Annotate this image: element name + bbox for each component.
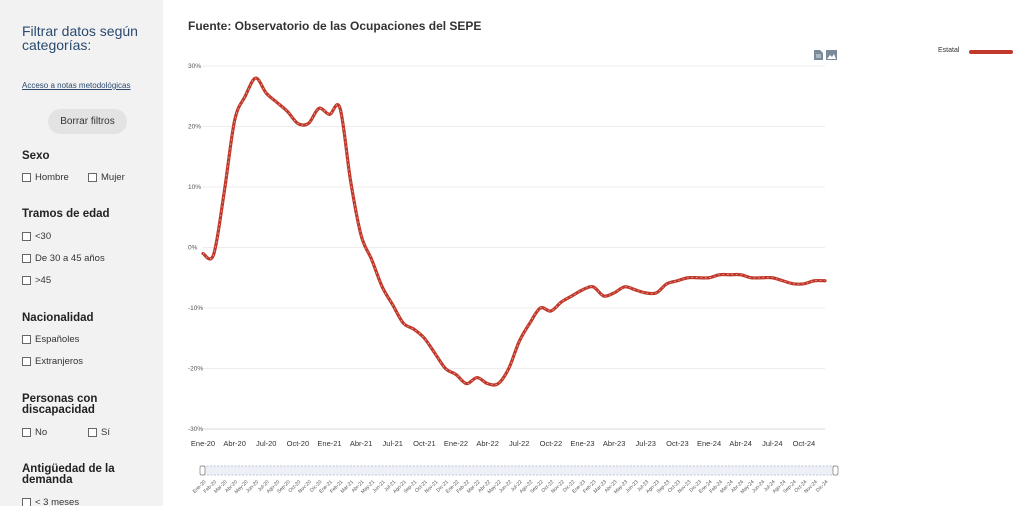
checkbox-mayor-45[interactable]: >45 (22, 275, 51, 286)
x-tick-label: Jul-20 (256, 439, 276, 448)
checkbox-icon[interactable] (22, 254, 31, 263)
checkbox-icon[interactable] (22, 498, 31, 506)
filter-heading-nacionalidad: Nacionalidad (22, 312, 94, 324)
sidebar-title: Filtrar datos según categorías: (22, 23, 138, 53)
checkbox-icon[interactable] (22, 276, 31, 285)
range-handle-left[interactable] (199, 465, 206, 476)
x-tick-label: Oct-23 (666, 439, 689, 448)
checkbox-discapacidad-si[interactable]: Sí (88, 427, 110, 438)
x-tick-label: Abr-22 (476, 439, 499, 448)
image-icon[interactable] (826, 50, 837, 60)
range-handle-right[interactable] (832, 465, 839, 476)
y-tick-label: 0% (188, 245, 198, 252)
x-tick-label: Abr-23 (603, 439, 626, 448)
x-tick-label: Jul-22 (509, 439, 529, 448)
x-tick-label: Oct-24 (793, 439, 816, 448)
checkbox-icon[interactable] (22, 428, 31, 437)
checkbox-icon[interactable] (22, 335, 31, 344)
chart-source-title: Fuente: Observatorio de las Ocupaciones … (188, 19, 482, 33)
checkbox-icon[interactable] (22, 173, 31, 182)
option-label: Mujer (101, 172, 125, 183)
x-tick-label: Oct-20 (287, 439, 310, 448)
checkbox-menos-3-meses[interactable]: < 3 meses (22, 497, 79, 506)
checkbox-icon[interactable] (88, 428, 97, 437)
checkbox-discapacidad-no[interactable]: No (22, 427, 47, 438)
x-tick-label: Jul-21 (383, 439, 403, 448)
x-tick-label: Abr-24 (729, 439, 752, 448)
option-label: Españoles (35, 334, 80, 345)
x-tick-label: Oct-21 (413, 439, 436, 448)
x-tick-label: Ene-20 (191, 439, 215, 448)
y-tick-label: -20% (188, 366, 203, 373)
option-label: Extranjeros (35, 356, 84, 367)
option-label: No (35, 427, 48, 438)
option-label: Sí (101, 427, 110, 438)
x-tick-label: Ene-24 (697, 439, 721, 448)
range-navigator[interactable] (199, 465, 839, 476)
x-tick-label: Jul-24 (762, 439, 782, 448)
filter-heading-discapacidad: Personas con discapacidad (22, 393, 98, 416)
methodology-notes-link[interactable]: Acceso a notas metodológicas (22, 81, 131, 90)
x-tick-label: Oct-22 (540, 439, 563, 448)
filter-heading-sexo: Sexo (22, 150, 50, 162)
checkbox-espanoles[interactable]: Españoles (22, 334, 79, 345)
y-tick-label: -10% (188, 305, 203, 312)
sidebar: Filtrar datos según categorías: Acceso a… (0, 0, 163, 506)
x-tick-label: Ene-23 (570, 439, 594, 448)
legend-swatch (969, 50, 1013, 54)
x-tick-label: Ene-21 (317, 439, 341, 448)
checkbox-menor-30[interactable]: <30 (22, 231, 51, 242)
x-tick-label: Jul-23 (636, 439, 656, 448)
y-tick-label: 10% (188, 184, 201, 191)
checkbox-icon[interactable] (22, 232, 31, 241)
option-label: <30 (35, 231, 52, 242)
option-label: < 3 meses (35, 497, 80, 506)
checkbox-hombre[interactable]: Hombre (22, 172, 69, 183)
option-label: >45 (35, 275, 52, 286)
checkbox-icon[interactable] (88, 173, 97, 182)
x-tick-label: Abr-20 (223, 439, 246, 448)
series-line-estatal (201, 76, 827, 387)
checkbox-30-45[interactable]: De 30 a 45 años (22, 253, 105, 264)
series-line-estatal-highlight (202, 77, 826, 386)
legend-label: Estatal (938, 47, 960, 54)
document-icon[interactable] (814, 50, 823, 60)
x-tick-label: Abr-21 (350, 439, 373, 448)
y-tick-label: 20% (188, 124, 201, 131)
navigator-tick-label: Dic-24 (815, 479, 830, 494)
y-tick-label: 30% (188, 63, 201, 70)
checkbox-icon[interactable] (22, 357, 31, 366)
x-tick-label: Ene-22 (444, 439, 468, 448)
option-label: Hombre (35, 172, 69, 183)
checkbox-extranjeros[interactable]: Extranjeros (22, 356, 83, 367)
option-label: De 30 a 45 años (35, 253, 105, 264)
clear-filters-button[interactable]: Borrar filtros (48, 109, 127, 134)
checkbox-mujer[interactable]: Mujer (88, 172, 125, 183)
filter-heading-antiguedad: Antigüedad de la demanda (22, 463, 115, 486)
y-tick-label: -30% (188, 426, 203, 433)
filter-heading-edad: Tramos de edad (22, 208, 110, 220)
